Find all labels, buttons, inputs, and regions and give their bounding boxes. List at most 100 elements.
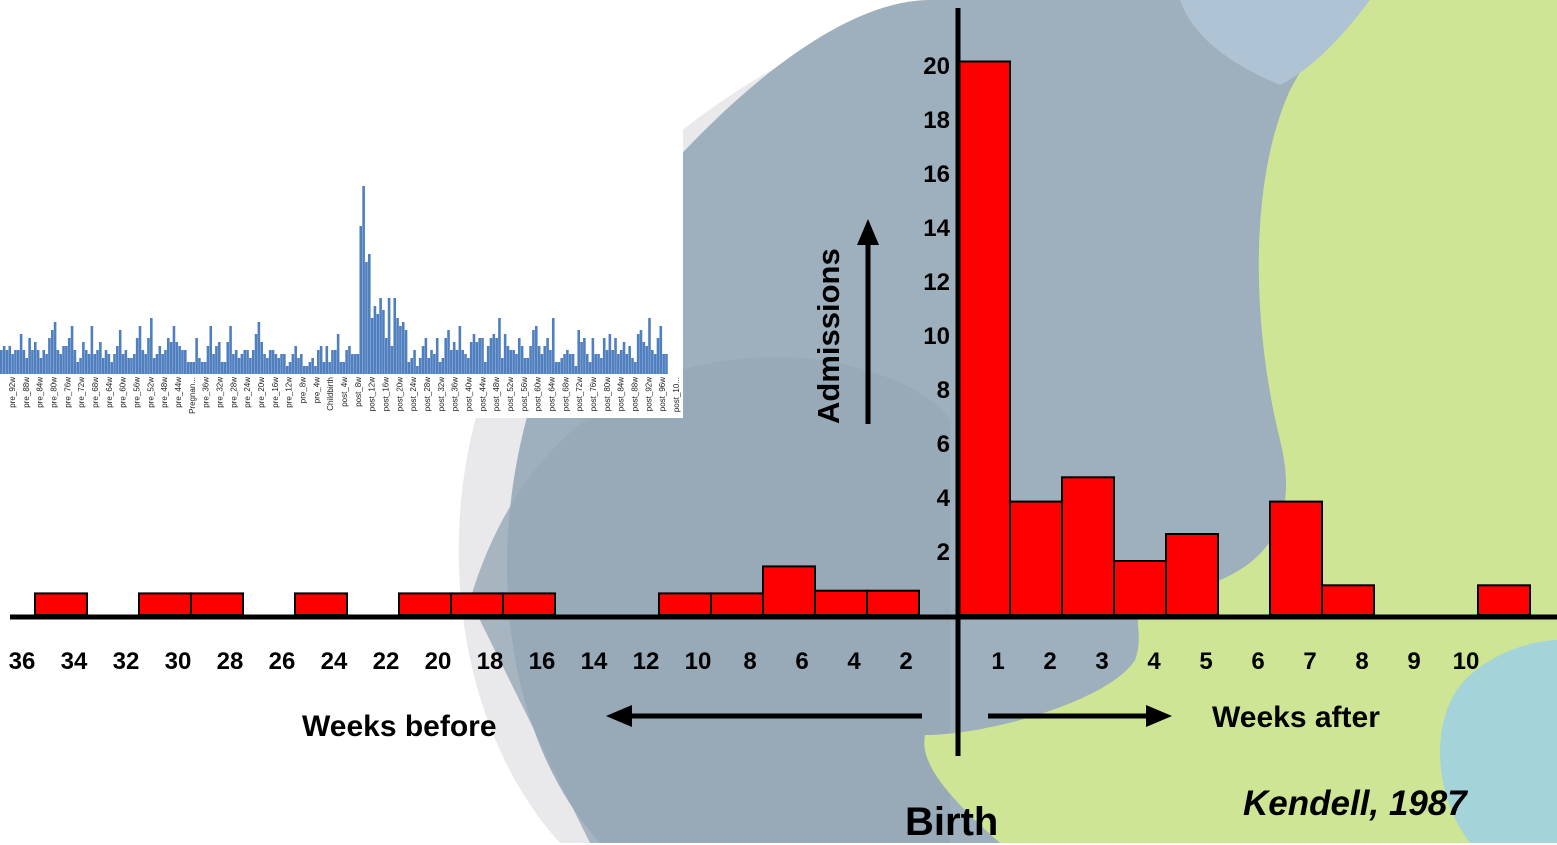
inset-tick-label: post_88w [631,377,640,411]
inset-bar [110,362,113,374]
inset-tick-label: post_20w [395,377,404,411]
inset-tick-label: post_24w [409,377,418,411]
background-lime-blob [924,0,1557,843]
inset-bar [563,354,566,374]
bar-before-6 [502,592,556,617]
inset-bar [158,346,162,374]
inset-bar [345,350,348,374]
inset-bar [130,358,133,374]
inset-bar [622,342,626,374]
bar-before-10 [814,589,868,617]
inset-tick-label: post_44w [478,377,487,411]
x-tick-after: 1 [991,648,1004,675]
inset-tick-label: pre_52w [146,377,155,408]
inset-bar [237,358,241,374]
citation: Kendell, 1987 [1243,784,1467,823]
inset-bar [611,350,614,374]
inset-bar [101,358,105,374]
inset-bar [645,346,648,374]
x-tick-before: 24 [321,648,348,675]
inset-bar [387,298,391,374]
inset-bar [639,330,643,374]
inset-bar [506,346,510,374]
inset-bar [62,346,65,374]
inset-bar [458,326,462,374]
y-tick-label: 16 [923,161,950,188]
inset-bar [288,362,292,374]
inset-bar [124,350,128,374]
inset-bar [181,350,184,374]
inset-bar [25,358,29,374]
inset-bar [325,346,329,374]
inset-bar [11,354,14,374]
inset-bar [189,362,193,374]
inset-bar [183,350,187,374]
inset-tick-label: post_40w [465,377,474,411]
x-tick-after: 2 [1043,648,1056,675]
inset-tick-label: post_96w [658,377,667,411]
inset-bar [48,338,51,374]
inset-bar [430,350,433,374]
inset-bar [302,366,306,374]
inset-bar [311,358,314,374]
background-top-pale-blob [1180,0,1370,85]
inset-tick-label: pre_4w [312,377,321,403]
x-tick-before: 10 [685,648,712,675]
inset-bar [39,358,43,374]
inset-bar [118,330,122,374]
y-tick-label: 12 [923,269,950,296]
weeks-before-arrow [606,705,922,727]
inset-bar [447,330,450,374]
inset-bar [79,358,82,374]
inset-bar [566,350,569,374]
inset-bar [314,366,317,374]
inset-bar [229,326,232,374]
inset-bar [220,362,224,374]
inset-bar [452,342,456,374]
inset-tick-label: pre_72w [77,377,86,408]
inset-bar [28,338,31,374]
x-tick-after: 9 [1407,648,1420,675]
inset-bar [73,350,77,374]
inset-bar [169,342,173,374]
inset-bar [401,322,405,374]
inset-tick-label: pre_56w [133,377,142,408]
x-tick-after: 8 [1355,648,1368,675]
inset-bar [413,350,416,374]
inset-tick-label: post_68w [561,377,570,411]
inset-bar [515,354,518,374]
inset-bar [492,334,496,374]
inset-bar [209,326,213,374]
inset-bar [234,350,238,374]
inset-bar [529,346,532,374]
inset-bar [8,346,12,374]
x-tick-after: 3 [1095,648,1108,675]
inset-bar [653,354,657,374]
inset-bar [274,354,278,374]
inset-bar [104,350,108,374]
inset-bar [416,366,419,374]
inset-bar [5,350,9,374]
bar-after-7 [1477,584,1531,616]
inset-tick-label: Pregnan... [188,377,197,414]
bar-after-2 [1061,476,1115,616]
inset-bar [263,354,266,374]
inset-tick-label: pre_20w [257,377,266,408]
inset-bar [141,350,145,374]
inset-bar [534,326,538,374]
inset-bar [585,354,589,374]
bar-after-6 [1321,584,1375,616]
inset-bar [367,254,371,374]
inset-bar [240,354,244,374]
inset-bar [461,350,464,374]
y-tick-label: 6 [937,431,950,458]
inset-bar [339,362,343,374]
inset-bar [509,350,513,374]
bar-before-11 [866,589,920,617]
x-tick-before: 30 [165,648,192,675]
inset-bar [549,350,552,374]
inset-bar [150,318,153,374]
inset-bar [484,362,487,374]
inset-bar [223,362,227,374]
